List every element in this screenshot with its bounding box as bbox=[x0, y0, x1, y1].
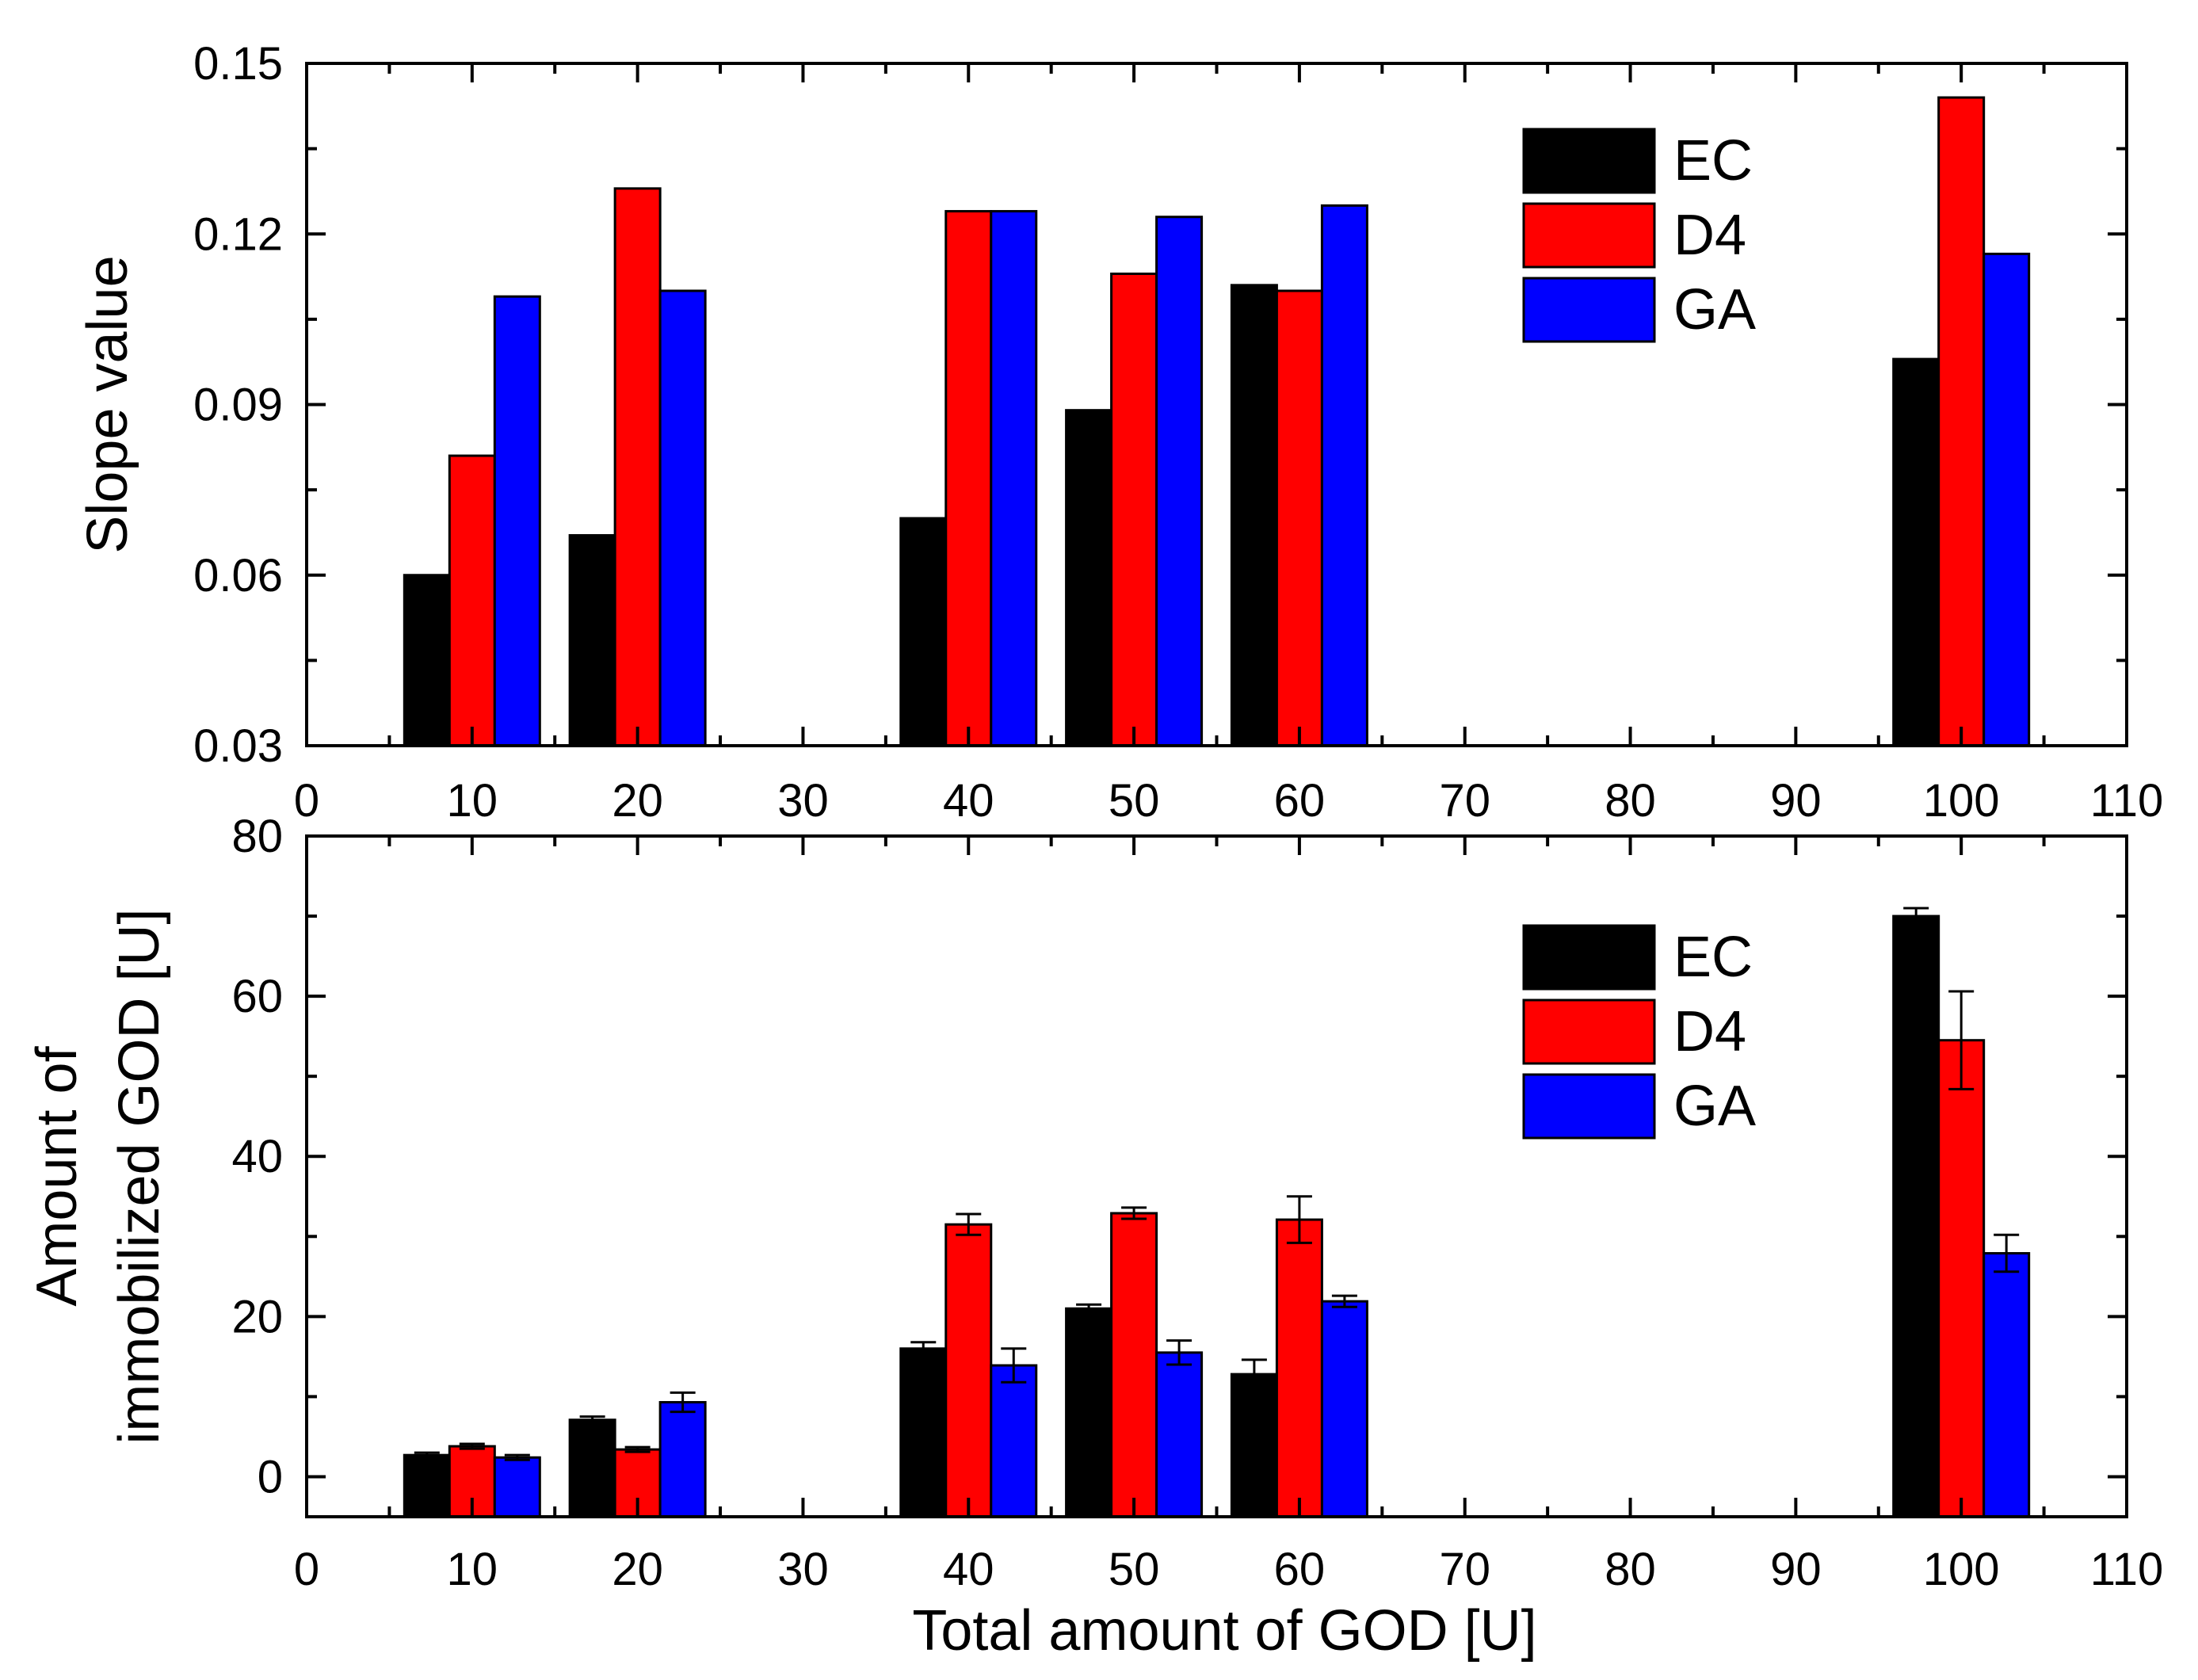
bar-ga-10 bbox=[493, 1456, 541, 1518]
bar-d4-100 bbox=[1937, 96, 1986, 747]
bar-ec-100 bbox=[1892, 357, 1940, 747]
legend: EC D4 GA bbox=[1522, 128, 1756, 343]
x-tick-label-50: 50 bbox=[1109, 1544, 1160, 1595]
y-tick-label-0.15: 0.15 bbox=[193, 38, 283, 90]
x-tick-label-40: 40 bbox=[943, 1544, 994, 1595]
y-tick-label-60: 60 bbox=[231, 971, 283, 1022]
bar-d4-60 bbox=[1275, 1218, 1323, 1518]
x-tick-label-0: 0 bbox=[294, 775, 319, 827]
bar-d4-50 bbox=[1110, 272, 1158, 747]
legend-swatch-ga bbox=[1522, 1073, 1656, 1140]
x-tick-label-40: 40 bbox=[943, 775, 994, 827]
bar-ga-50 bbox=[1155, 216, 1204, 747]
x-tick-label-70: 70 bbox=[1439, 775, 1490, 827]
x-tick-label-10: 10 bbox=[447, 1544, 498, 1595]
bar-ga-60 bbox=[1320, 1300, 1368, 1518]
bar-d4-40 bbox=[944, 1223, 993, 1518]
legend-label-ga: GA bbox=[1673, 278, 1756, 342]
x-tick-label-80: 80 bbox=[1605, 1544, 1656, 1595]
y-tick-label-0.12: 0.12 bbox=[193, 208, 283, 260]
bar-ec-50 bbox=[1065, 1307, 1113, 1518]
bar-ec-100 bbox=[1892, 914, 1940, 1518]
y-tick-label-20: 20 bbox=[231, 1291, 283, 1342]
bar-d4-100 bbox=[1937, 1039, 1986, 1518]
legend: EC D4 GA bbox=[1522, 924, 1756, 1140]
x-tick-label-30: 30 bbox=[777, 775, 829, 827]
x-tick-label-50: 50 bbox=[1109, 775, 1160, 827]
bar-ec-10 bbox=[403, 574, 451, 747]
y-axis-title-line-2: immobilized GOD [U] bbox=[108, 908, 171, 1444]
bar-ec-60 bbox=[1230, 284, 1278, 747]
bar-ga-10 bbox=[493, 295, 541, 747]
bar-ga-40 bbox=[990, 210, 1038, 747]
bar-ga-40 bbox=[990, 1364, 1038, 1518]
y-axis-title: Slope value bbox=[76, 255, 139, 553]
legend-label-ga: GA bbox=[1673, 1075, 1756, 1138]
x-tick-label-100: 100 bbox=[1923, 775, 2000, 827]
legend-swatch-d4 bbox=[1522, 998, 1656, 1065]
x-tick-label-60: 60 bbox=[1274, 775, 1326, 827]
bar-ga-100 bbox=[1982, 1252, 2031, 1518]
bar-ec-40 bbox=[899, 1347, 948, 1518]
y-tick-label-80: 80 bbox=[231, 811, 283, 862]
legend-label-d4: D4 bbox=[1673, 204, 1746, 267]
y-tick-label-0.06: 0.06 bbox=[193, 550, 283, 601]
x-tick-label-90: 90 bbox=[1770, 1544, 1822, 1595]
x-tick-label-30: 30 bbox=[777, 1544, 829, 1595]
x-tick-label-80: 80 bbox=[1605, 775, 1656, 827]
x-tick-label-110: 110 bbox=[2090, 1544, 2163, 1595]
bar-ga-100 bbox=[1982, 252, 2031, 747]
bar-ec-10 bbox=[403, 1453, 451, 1518]
x-tick-label-60: 60 bbox=[1274, 1544, 1326, 1595]
top-panel-slope-value: 0 10 20 30 40 50 60 70 80 90 100 110 0.03 0.06 0.09 0.1… bbox=[76, 38, 2163, 827]
bar-d4-50 bbox=[1110, 1212, 1158, 1518]
y-tick-label-0.03: 0.03 bbox=[193, 720, 283, 772]
bar-d4-60 bbox=[1275, 289, 1323, 747]
x-tick-label-110: 110 bbox=[2090, 775, 2163, 827]
bar-ec-60 bbox=[1230, 1373, 1278, 1518]
bar-ga-20 bbox=[658, 1400, 707, 1518]
bar-ga-60 bbox=[1320, 204, 1368, 747]
bar-ga-20 bbox=[658, 289, 707, 747]
legend-label-ec: EC bbox=[1673, 926, 1753, 989]
legend-swatch-ga bbox=[1522, 277, 1656, 343]
bar-d4-40 bbox=[944, 210, 993, 747]
legend-swatch-d4 bbox=[1522, 202, 1656, 269]
bar-d4-20 bbox=[613, 187, 662, 747]
y-axis-title-line-1: Amount of bbox=[25, 1045, 89, 1306]
bar-ec-40 bbox=[899, 517, 948, 747]
bar-ec-50 bbox=[1065, 409, 1113, 747]
x-tick-label-100: 100 bbox=[1923, 1544, 2000, 1595]
x-tick-label-90: 90 bbox=[1770, 775, 1822, 827]
x-axis-title: Total amount of GOD [U] bbox=[912, 1599, 1536, 1663]
x-tick-label-20: 20 bbox=[612, 1544, 663, 1595]
legend-label-ec: EC bbox=[1673, 129, 1753, 193]
x-tick-label-10: 10 bbox=[447, 775, 498, 827]
legend-swatch-ec bbox=[1522, 924, 1656, 991]
x-tick-label-20: 20 bbox=[612, 775, 663, 827]
bar-d4-10 bbox=[448, 454, 496, 747]
plot-frame bbox=[305, 834, 2128, 1518]
bar-ec-20 bbox=[568, 534, 616, 747]
y-tick-label-0: 0 bbox=[258, 1451, 283, 1502]
legend-swatch-ec bbox=[1522, 128, 1656, 194]
x-tick-label-70: 70 bbox=[1439, 1544, 1490, 1595]
y-tick-label-0.09: 0.09 bbox=[193, 380, 283, 431]
bar-ga-50 bbox=[1155, 1351, 1204, 1518]
x-tick-label-0: 0 bbox=[294, 1544, 319, 1595]
bar-ec-20 bbox=[568, 1418, 616, 1518]
bottom-panel-immobilized-god: 0 10 20 30 40 50 60 70 80 90 100 110 0 20 40 60 80 Amount… bbox=[25, 811, 2163, 1663]
y-tick-label-40: 40 bbox=[231, 1131, 283, 1182]
legend-label-d4: D4 bbox=[1673, 1000, 1746, 1063]
